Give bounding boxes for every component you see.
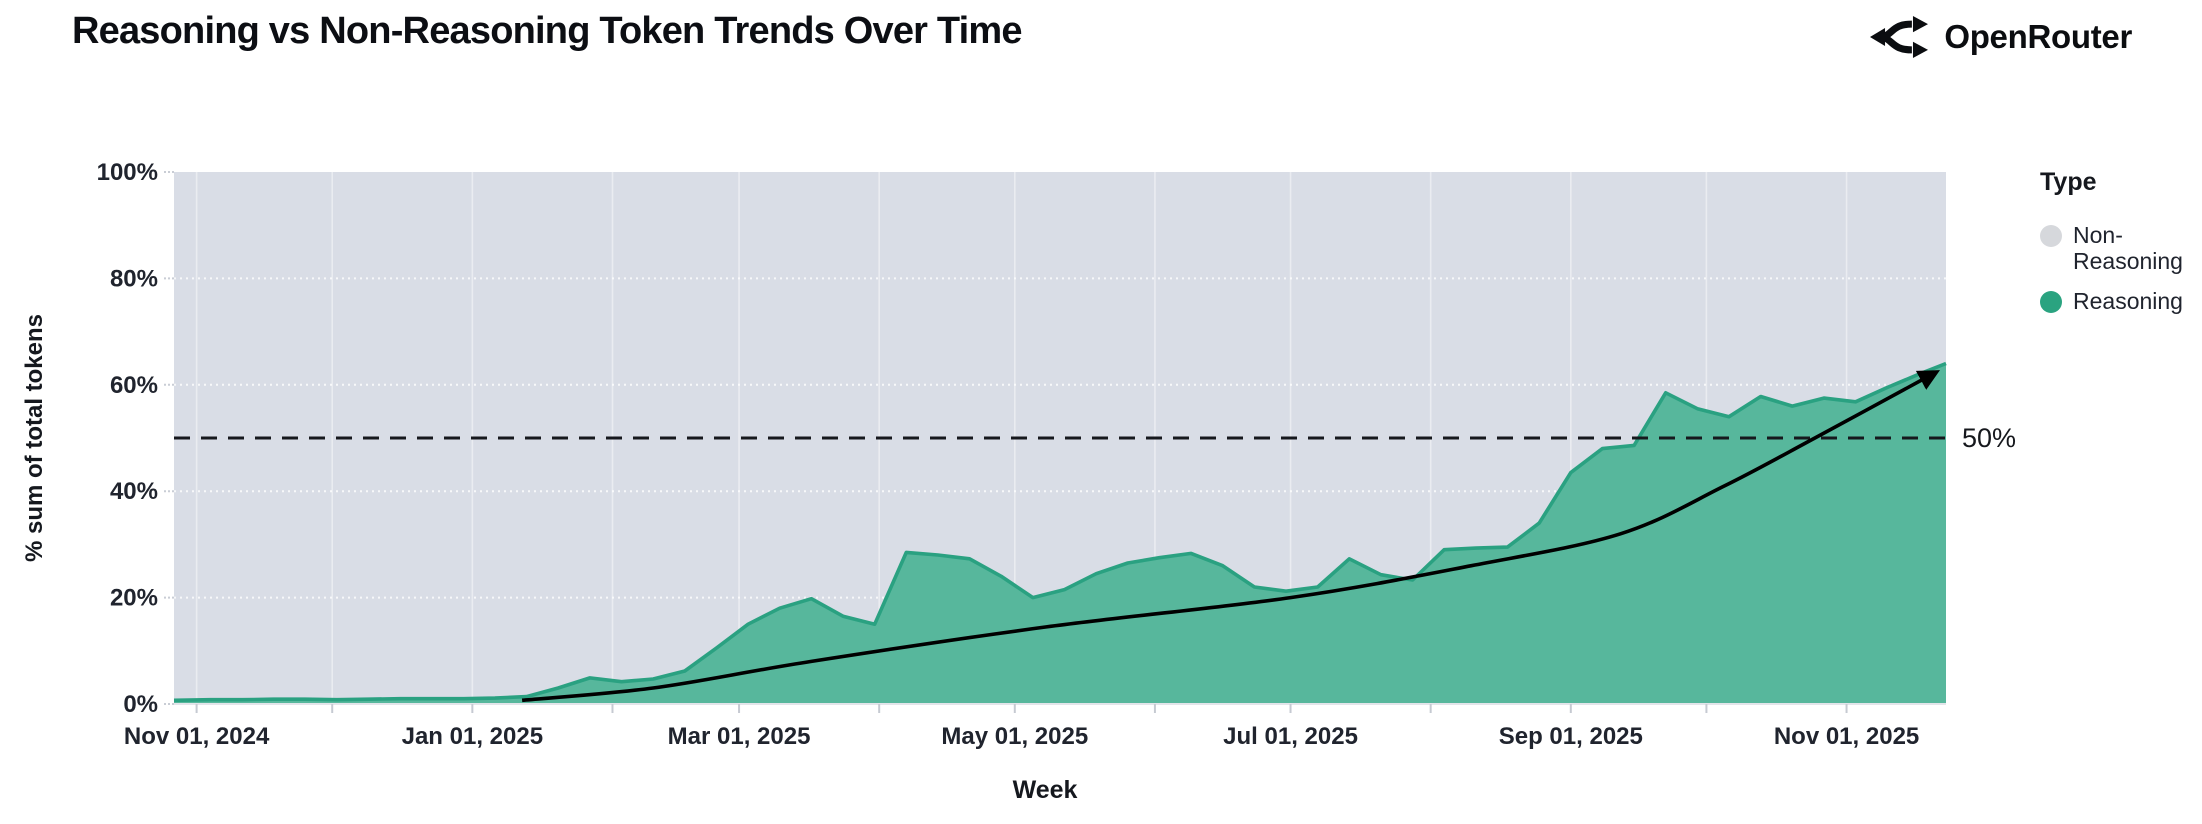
x-tick-label: Jan 01, 2025 [402,723,543,750]
y-tick-label: 100% [97,159,158,186]
legend-item-reasoning: Reasoning [2040,287,2200,315]
reference-line-label: 50% [1962,423,2016,453]
page-title: Reasoning vs Non-Reasoning Token Trends … [72,10,1023,52]
x-tick-label: Mar 01, 2025 [668,723,811,750]
x-axis-title: Week [1013,776,1078,804]
legend-item-non-reasoning: Non-Reasoning [2040,222,2200,275]
x-tick-label: Nov 01, 2024 [124,723,270,750]
brand-name: OpenRouter [1944,18,2132,55]
trend-arrow-line [521,370,1940,703]
legend-label: Reasoning [2073,287,2183,314]
brand: OpenRouter [1870,14,2132,60]
x-tick-label: Nov 01, 2025 [1774,723,1919,750]
x-tick-label: May 01, 2025 [941,723,1088,750]
y-tick-label: 80% [110,265,158,292]
non-reasoning-swatch-icon [2040,225,2062,247]
legend-label: Non-Reasoning [2073,222,2183,274]
y-tick-label: 60% [110,372,158,399]
x-tick-label: Sep 01, 2025 [1499,723,1643,750]
y-tick-label: 40% [110,478,158,505]
reference-line-50pct: 50% [174,423,2016,453]
x-axis: Nov 01, 2024 Jan 01, 2025 Mar 01, 2025 May … [124,703,1946,804]
reasoning-swatch-icon [2040,290,2062,313]
reasoning-area [173,361,1947,704]
legend-title: Type [2040,168,2097,196]
y-tick-label: 0% [123,691,158,718]
x-tick-label: Jul 01, 2025 [1223,723,1358,750]
y-axis-title: % sum of total tokens [21,314,48,562]
chart-legend: Type Non-Reasoning Reasoning [2040,168,2200,328]
y-axis: 0% 20% 40% 60% 80% 100% % sum of total tokens [21,159,174,718]
y-tick-label: 20% [110,585,158,612]
openrouter-logo-icon [1870,14,1929,60]
